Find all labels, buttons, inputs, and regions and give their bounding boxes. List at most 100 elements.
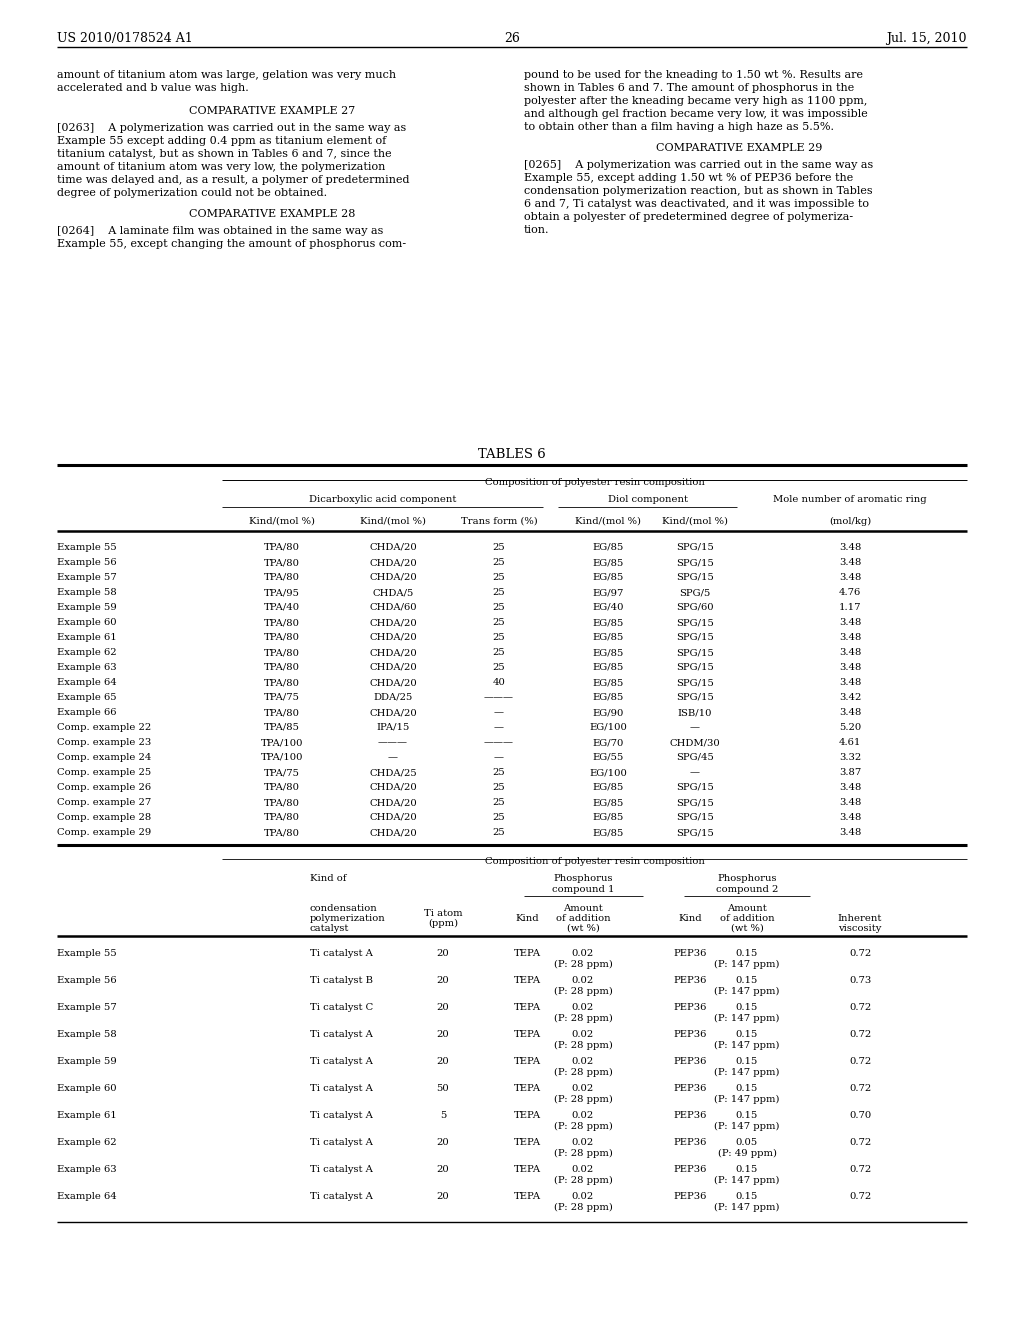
Text: Amount: Amount — [727, 904, 767, 913]
Text: Diol component: Diol component — [607, 495, 687, 504]
Text: Kind: Kind — [678, 913, 701, 923]
Text: EG/85: EG/85 — [592, 663, 624, 672]
Text: TEPA: TEPA — [513, 1057, 541, 1067]
Text: 0.02: 0.02 — [571, 1166, 594, 1173]
Text: (wt %): (wt %) — [566, 924, 599, 933]
Text: to obtain other than a film having a high haze as 5.5%.: to obtain other than a film having a hig… — [524, 121, 834, 132]
Text: TPA/95: TPA/95 — [264, 587, 300, 597]
Text: Mole number of aromatic ring: Mole number of aromatic ring — [773, 495, 927, 504]
Text: 0.15: 0.15 — [736, 1057, 758, 1067]
Text: TPA/80: TPA/80 — [264, 543, 300, 552]
Text: Example 60: Example 60 — [57, 1084, 117, 1093]
Text: CHDA/20: CHDA/20 — [369, 828, 417, 837]
Text: 0.02: 0.02 — [571, 1192, 594, 1201]
Text: tion.: tion. — [524, 224, 550, 235]
Text: 3.48: 3.48 — [839, 543, 861, 552]
Text: (P: 28 ppm): (P: 28 ppm) — [554, 1122, 612, 1131]
Text: EG/85: EG/85 — [592, 813, 624, 822]
Text: TPA/100: TPA/100 — [261, 738, 303, 747]
Text: Example 55: Example 55 — [57, 543, 117, 552]
Text: EG/85: EG/85 — [592, 558, 624, 568]
Text: EG/55: EG/55 — [592, 752, 624, 762]
Text: TEPA: TEPA — [513, 1084, 541, 1093]
Text: —: — — [494, 708, 504, 717]
Text: PEP36: PEP36 — [674, 1057, 707, 1067]
Text: 3.48: 3.48 — [839, 813, 861, 822]
Text: PEP36: PEP36 — [674, 1084, 707, 1093]
Text: 0.15: 0.15 — [736, 949, 758, 958]
Text: —: — — [690, 723, 700, 733]
Text: CHDA/20: CHDA/20 — [369, 543, 417, 552]
Text: 25: 25 — [493, 558, 506, 568]
Text: (P: 28 ppm): (P: 28 ppm) — [554, 1068, 612, 1077]
Text: titanium catalyst, but as shown in Tables 6 and 7, since the: titanium catalyst, but as shown in Table… — [57, 149, 391, 158]
Text: TPA/75: TPA/75 — [264, 693, 300, 702]
Text: 3.48: 3.48 — [839, 783, 861, 792]
Text: PEP36: PEP36 — [674, 1192, 707, 1201]
Text: polyester after the kneading became very high as 1100 ppm,: polyester after the kneading became very… — [524, 96, 867, 106]
Text: CHDA/20: CHDA/20 — [369, 708, 417, 717]
Text: Comp. example 29: Comp. example 29 — [57, 828, 152, 837]
Text: 0.72: 0.72 — [849, 1030, 871, 1039]
Text: ———: ——— — [378, 738, 408, 747]
Text: Ti catalyst A: Ti catalyst A — [310, 1030, 373, 1039]
Text: 25: 25 — [493, 663, 506, 672]
Text: 25: 25 — [493, 543, 506, 552]
Text: EG/97: EG/97 — [592, 587, 624, 597]
Text: Ti atom: Ti atom — [424, 909, 462, 917]
Text: EG/85: EG/85 — [592, 648, 624, 657]
Text: 3.48: 3.48 — [839, 828, 861, 837]
Text: EG/85: EG/85 — [592, 783, 624, 792]
Text: CHDM/30: CHDM/30 — [670, 738, 720, 747]
Text: 0.02: 0.02 — [571, 1057, 594, 1067]
Text: Kind/(mol %): Kind/(mol %) — [249, 517, 315, 525]
Text: Example 55, except adding 1.50 wt % of PEP36 before the: Example 55, except adding 1.50 wt % of P… — [524, 173, 853, 183]
Text: TEPA: TEPA — [513, 949, 541, 958]
Text: Inherent: Inherent — [838, 913, 883, 923]
Text: 25: 25 — [493, 783, 506, 792]
Text: catalyst: catalyst — [310, 924, 349, 933]
Text: EG/85: EG/85 — [592, 573, 624, 582]
Text: TEPA: TEPA — [513, 1192, 541, 1201]
Text: Example 63: Example 63 — [57, 663, 117, 672]
Text: CHDA/20: CHDA/20 — [369, 618, 417, 627]
Text: 3.48: 3.48 — [839, 634, 861, 642]
Text: SPG/15: SPG/15 — [676, 783, 714, 792]
Text: SPG/15: SPG/15 — [676, 634, 714, 642]
Text: TEPA: TEPA — [513, 975, 541, 985]
Text: Trans form (%): Trans form (%) — [461, 517, 538, 525]
Text: 0.72: 0.72 — [849, 1192, 871, 1201]
Text: 0.15: 0.15 — [736, 975, 758, 985]
Text: TEPA: TEPA — [513, 1030, 541, 1039]
Text: EG/100: EG/100 — [589, 768, 627, 777]
Text: 50: 50 — [436, 1084, 450, 1093]
Text: TPA/100: TPA/100 — [261, 752, 303, 762]
Text: Comp. example 26: Comp. example 26 — [57, 783, 152, 792]
Text: condensation polymerization reaction, but as shown in Tables: condensation polymerization reaction, bu… — [524, 186, 872, 195]
Text: CHDA/20: CHDA/20 — [369, 573, 417, 582]
Text: 0.15: 0.15 — [736, 1192, 758, 1201]
Text: 25: 25 — [493, 768, 506, 777]
Text: SPG/60: SPG/60 — [676, 603, 714, 612]
Text: CHDA/20: CHDA/20 — [369, 783, 417, 792]
Text: TPA/80: TPA/80 — [264, 813, 300, 822]
Text: Example 56: Example 56 — [57, 558, 117, 568]
Text: EG/40: EG/40 — [592, 603, 624, 612]
Text: TPA/75: TPA/75 — [264, 768, 300, 777]
Text: Example 55: Example 55 — [57, 949, 117, 958]
Text: PEP36: PEP36 — [674, 1138, 707, 1147]
Text: 3.32: 3.32 — [839, 752, 861, 762]
Text: SPG/5: SPG/5 — [679, 587, 711, 597]
Text: 20: 20 — [436, 1003, 450, 1012]
Text: 25: 25 — [493, 634, 506, 642]
Text: TABLES 6: TABLES 6 — [478, 447, 546, 461]
Text: of addition: of addition — [720, 913, 774, 923]
Text: PEP36: PEP36 — [674, 1003, 707, 1012]
Text: Ti catalyst A: Ti catalyst A — [310, 1057, 373, 1067]
Text: 0.72: 0.72 — [849, 1003, 871, 1012]
Text: (P: 28 ppm): (P: 28 ppm) — [554, 960, 612, 969]
Text: Example 60: Example 60 — [57, 618, 117, 627]
Text: —: — — [494, 723, 504, 733]
Text: Composition of polyester resin composition: Composition of polyester resin compositi… — [484, 857, 705, 866]
Text: EG/85: EG/85 — [592, 634, 624, 642]
